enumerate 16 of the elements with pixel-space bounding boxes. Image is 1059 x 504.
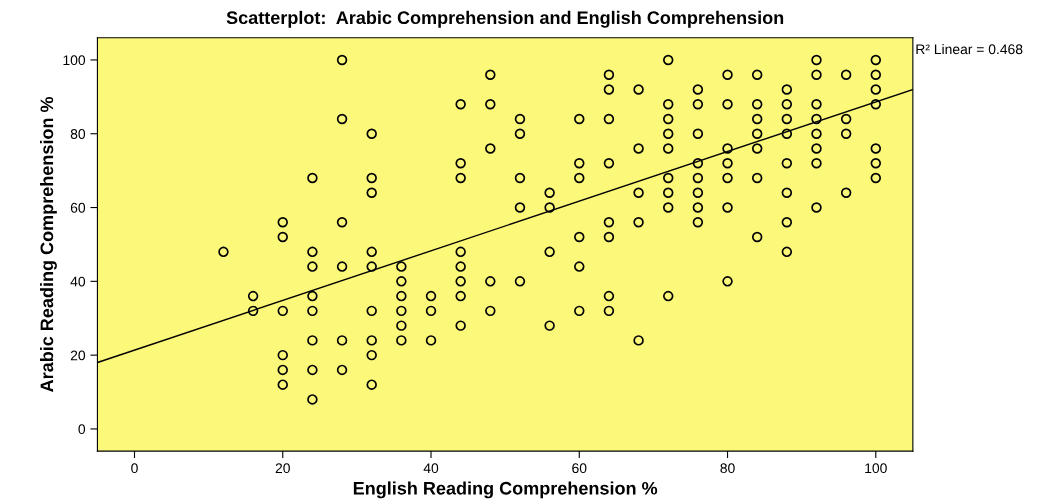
y-axis-title: Arabic Reading Comprehension %: [39, 96, 57, 392]
x-tick-label: 60: [572, 463, 587, 474]
y-tick-label: 80: [70, 129, 86, 139]
y-tick-label: 40: [70, 276, 86, 287]
x-tick-label: 40: [423, 463, 439, 474]
x-tick-label: 20: [275, 463, 290, 474]
y-tick-label: 100: [63, 55, 86, 66]
text: R² Linear = 0.468: [916, 44, 1023, 55]
x-tick-label: 100: [865, 463, 887, 474]
x-tick-label: 80: [720, 463, 735, 474]
x-tick-label: 0: [131, 463, 138, 474]
y-tick-label: 0: [78, 424, 86, 435]
y-tick-label: 60: [70, 202, 86, 213]
x-axis-title: English Reading Comprehension %: [353, 481, 658, 499]
y-tick-label: 20: [70, 350, 86, 361]
chart-title: Scatterplot: Arabic Comprehension and English Comprehension: [226, 10, 784, 28]
